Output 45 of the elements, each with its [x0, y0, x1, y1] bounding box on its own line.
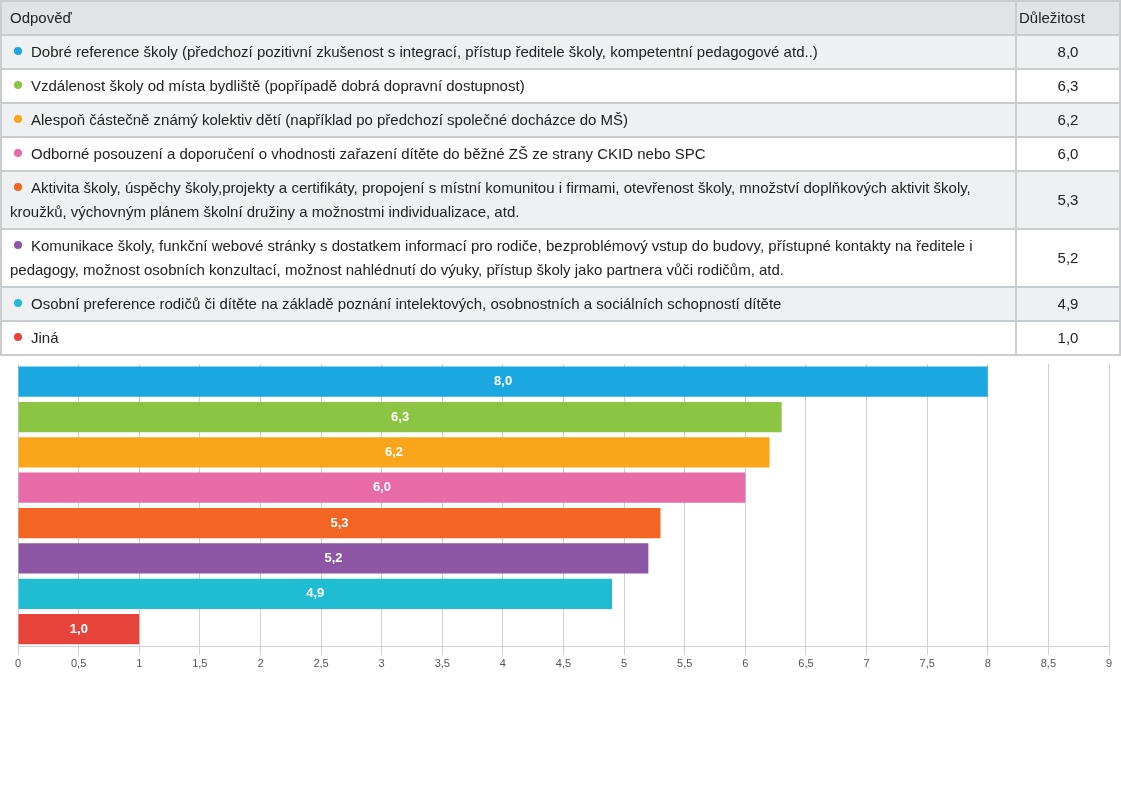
data-label: 4,9 [306, 585, 325, 601]
x-tick-label: 9 [1105, 657, 1113, 670]
x-tick-label: 3,5 [434, 657, 450, 670]
x-tick-label: 6 [742, 657, 749, 670]
text: 6,2 [1057, 111, 1079, 128]
legend-label: Aktivita školy, úspěchy školy,projekty a certifikáty, propojení s místní komunitou i firmami, otevřenost školy, množství doplňkových aktivit školy, kroužků, výchovným plánem školní družiny a možnostmi individualizace, atd. [1, 171, 1016, 229]
data-label: 8,0 [494, 373, 513, 389]
x-tick-label: 4 [499, 657, 506, 670]
legend-label: Jiná [1, 321, 1016, 355]
x-tick-label: 1 [136, 657, 143, 670]
x-tick-label: 3 [378, 657, 385, 670]
text: Důležitost [1016, 1, 1120, 35]
x-tick-label: 7,5 [919, 657, 935, 670]
x-tick-label: 8 [984, 657, 991, 670]
x-tick-label: 5,5 [677, 657, 693, 670]
x-tick-label: 6,5 [798, 657, 814, 670]
text: 8,0 [1057, 43, 1079, 60]
legend-label: Alespoň částečně známý kolektiv dětí (například po předchozí společné docházce do MŠ) [1, 103, 1016, 137]
data-label: 1,0 [69, 620, 88, 636]
text: 6,0 [1057, 145, 1079, 162]
text: 5,3 [1057, 191, 1079, 208]
x-tick-label: 4,5 [555, 657, 572, 670]
data-label: 5,2 [324, 550, 343, 565]
text: 1,0 [1057, 329, 1079, 346]
legend-label: Dobré reference školy (předchozí pozitivní zkušenost s integrací, přístup ředitele školy, kompetentní pedagogové atd..) [1, 35, 1016, 69]
data-label: 6,2 [385, 443, 404, 459]
data-label: 5,3 [330, 514, 349, 530]
legend-label: Osobní preference rodičů či dítěte na základě poznání intelektových, osobnostních a sociálních schopností dítěte [1, 287, 1016, 321]
text: 6,3 [1057, 77, 1079, 94]
legend-label: Komunikace školy, funkční webové stránky s dostatkem informací pro rodiče, bezproblémový vstup do budovy, přístupné kontakty na ředitele i pedagogy, možnost osobních konzultací, možnost nahlédnutí do výuky, přístup školy jako partnera vůči rodičům, atd. [1, 229, 1016, 287]
x-tick-label: 0,5 [70, 657, 87, 670]
text: 4,9 [1057, 295, 1079, 312]
legend-title: Odpověď [1, 1, 1016, 35]
data-label: 6,3 [391, 408, 410, 424]
x-tick-label: 0 [14, 657, 22, 670]
legend-label: Vzdálenost školy od místa bydliště (popřípadě dobrá dopravní dostupnost) [1, 69, 1016, 103]
text: 5,2 [1057, 249, 1079, 266]
x-tick-label: 1,5 [192, 657, 208, 670]
x-tick-label: 2,5 [313, 657, 329, 670]
x-tick-label: 5 [621, 657, 628, 670]
legend-label: Odborné posouzení a doporučení o vhodnosti zařazení dítěte do běžné ZŠ ze strany CKID nebo SPC [1, 137, 1016, 171]
x-tick-label: 7 [863, 657, 870, 670]
x-tick-label: 8,5 [1040, 657, 1057, 670]
data-label: 6,0 [372, 479, 391, 495]
x-tick-label: 2 [257, 657, 264, 670]
